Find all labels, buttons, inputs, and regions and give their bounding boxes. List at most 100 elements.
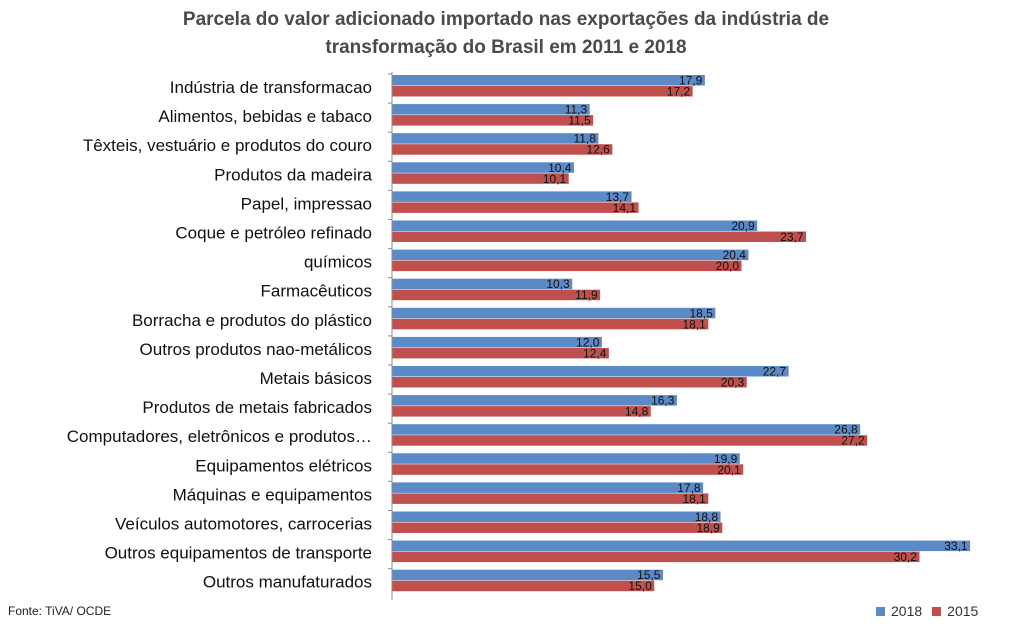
data-label-series-2: 20,3 bbox=[721, 376, 745, 390]
data-label-series-2: 12,6 bbox=[587, 143, 611, 157]
chart-legend: 2018 2015 bbox=[876, 603, 988, 619]
data-label-series-2: 10,1 bbox=[543, 172, 567, 186]
bar-series-1 bbox=[392, 75, 705, 86]
category-label: Computadores, eletrônicos e produtos… bbox=[67, 427, 372, 446]
data-label-series-1: 16,3 bbox=[651, 394, 675, 408]
data-label-series-1: 10,3 bbox=[546, 277, 570, 291]
bar-series-2 bbox=[392, 377, 747, 388]
bar-series-1 bbox=[392, 162, 574, 173]
bar-series-2 bbox=[392, 173, 569, 184]
data-label-series-2: 18,9 bbox=[696, 521, 720, 535]
bar-series-2 bbox=[392, 144, 613, 155]
data-label-series-1: 18,5 bbox=[689, 306, 713, 320]
category-label: Outros manufaturados bbox=[203, 573, 372, 592]
bar-series-1 bbox=[392, 453, 740, 464]
data-label-series-2: 20,0 bbox=[716, 259, 740, 273]
data-label-series-1: 10,4 bbox=[548, 161, 572, 175]
bar-series-1 bbox=[392, 540, 971, 552]
data-label-series-1: 20,4 bbox=[723, 248, 747, 262]
category-label: Máquinas e equipamentos bbox=[173, 485, 372, 504]
bar-series-1 bbox=[392, 191, 632, 202]
chart-title: Parcela do valor adicionado importado na… bbox=[0, 6, 1012, 62]
category-label: Borracha e produtos do plástico bbox=[132, 311, 372, 330]
data-label-series-1: 17,9 bbox=[679, 74, 703, 88]
bar-series-2 bbox=[392, 260, 742, 272]
category-label: Papel, impressao bbox=[241, 194, 372, 213]
bar-series-2 bbox=[392, 435, 868, 446]
bar-series-2 bbox=[392, 464, 744, 475]
data-label-series-1: 22,7 bbox=[763, 365, 787, 379]
bar-series-1 bbox=[392, 366, 789, 377]
bar-series-2 bbox=[392, 231, 807, 242]
data-label-series-2: 17,2 bbox=[667, 85, 691, 99]
data-label-series-2: 30,2 bbox=[894, 550, 918, 564]
category-label: químicos bbox=[304, 253, 372, 272]
data-label-series-1: 33,1 bbox=[944, 539, 968, 553]
bar-series-1 bbox=[392, 249, 749, 261]
bar-series-2 bbox=[392, 493, 709, 504]
data-label-series-1: 19,9 bbox=[714, 452, 738, 466]
legend-label-series-2: 2015 bbox=[947, 603, 979, 619]
bar-series-1 bbox=[392, 395, 677, 406]
data-label-series-1: 11,3 bbox=[565, 103, 588, 117]
data-label-series-2: 27,2 bbox=[841, 434, 865, 448]
bar-series-1 bbox=[392, 220, 758, 231]
data-label-series-2: 18,1 bbox=[682, 317, 706, 331]
bar-series-1 bbox=[392, 278, 573, 290]
source-note: Fonte: TiVA/ OCDE bbox=[8, 604, 112, 618]
data-label-series-2: 23,7 bbox=[780, 230, 804, 244]
bar-series-2 bbox=[392, 347, 609, 359]
category-label: Outros produtos nao-metálicos bbox=[140, 340, 372, 359]
bar-series-2 bbox=[392, 86, 693, 97]
data-label-series-2: 14,1 bbox=[613, 201, 637, 215]
bar-series-1 bbox=[392, 424, 861, 435]
legend-label-series-1: 2018 bbox=[891, 603, 923, 619]
category-label: Metais básicos bbox=[260, 369, 372, 388]
data-label-series-1: 26,8 bbox=[834, 423, 858, 437]
bar-series-1 bbox=[392, 104, 590, 115]
legend-item-series-1: 2018 bbox=[876, 603, 922, 619]
category-label: Têxteis, vestuário e produtos do couro bbox=[83, 136, 372, 155]
legend-swatch-series-1 bbox=[876, 606, 885, 616]
data-label-series-1: 11,8 bbox=[573, 132, 596, 146]
category-label: Outros equipamentos de transporte bbox=[105, 544, 372, 563]
bar-series-1 bbox=[392, 336, 602, 348]
data-label-series-2: 18,1 bbox=[682, 492, 706, 506]
bar-series-2 bbox=[392, 580, 655, 592]
bar-series-1 bbox=[392, 482, 704, 493]
data-label-series-1: 15,5 bbox=[637, 568, 661, 582]
data-label-series-2: 12,4 bbox=[583, 346, 607, 360]
legend-item-series-2: 2015 bbox=[932, 603, 978, 619]
data-label-series-2: 15,0 bbox=[628, 579, 652, 593]
data-label-series-1: 17,8 bbox=[677, 481, 701, 495]
category-label: Produtos de metais fabricados bbox=[142, 398, 372, 417]
category-label: Indústria de transformacao bbox=[170, 78, 372, 97]
category-label: Veículos automotores, carrocerias bbox=[115, 515, 372, 534]
chart-title-line-2: transformação do Brasil em 2011 e 2018 bbox=[325, 37, 687, 58]
bar-series-1 bbox=[392, 307, 716, 319]
data-label-series-2: 20,1 bbox=[717, 463, 741, 477]
data-label-series-2: 11,5 bbox=[568, 114, 591, 128]
bar-series-2 bbox=[392, 115, 594, 126]
bar-series-2 bbox=[392, 318, 709, 330]
category-label: Produtos da madeira bbox=[214, 165, 372, 184]
data-label-series-2: 11,9 bbox=[575, 288, 598, 302]
chart-title-line-1: Parcela do valor adicionado importado na… bbox=[182, 9, 830, 30]
category-label: Farmacêuticos bbox=[261, 282, 372, 301]
bar-series-2 bbox=[392, 289, 601, 301]
data-label-series-1: 20,9 bbox=[731, 219, 755, 233]
legend-swatch-series-2 bbox=[932, 606, 942, 616]
data-label-series-1: 18,8 bbox=[695, 510, 719, 524]
bar-series-2 bbox=[392, 522, 723, 533]
bar-series-1 bbox=[392, 133, 599, 144]
bar-series-2 bbox=[392, 406, 651, 417]
bar-series-2 bbox=[392, 202, 639, 213]
data-label-series-1: 12,0 bbox=[576, 335, 600, 349]
category-label: Equipamentos elétricos bbox=[195, 456, 372, 475]
bar-series-1 bbox=[392, 569, 663, 581]
data-label-series-1: 13,7 bbox=[606, 190, 630, 204]
bar-series-2 bbox=[392, 551, 920, 563]
category-label: Coque e petróleo refinado bbox=[175, 224, 372, 243]
category-label: Alimentos, bebidas e tabaco bbox=[158, 107, 372, 126]
